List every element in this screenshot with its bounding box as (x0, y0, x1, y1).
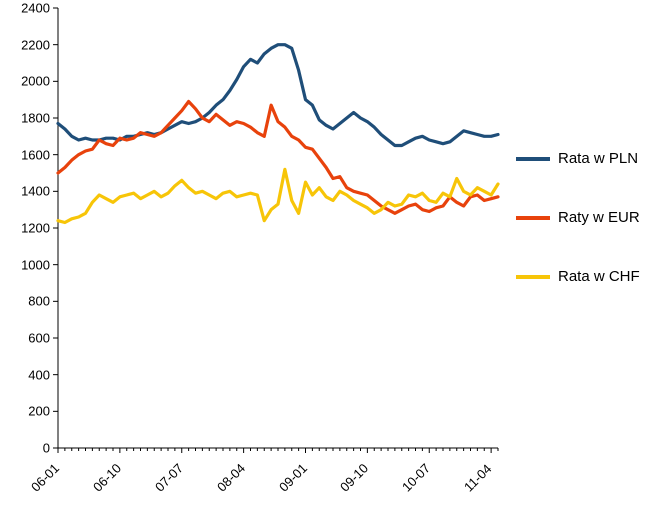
y-tick-label: 1800 (21, 111, 50, 126)
y-tick-label: 800 (28, 294, 50, 309)
x-tick-label: 11-04 (461, 461, 494, 494)
x-tick-label: 09-01 (276, 460, 310, 494)
y-tick-label: 400 (28, 367, 50, 382)
legend-swatch (516, 275, 550, 279)
y-tick-label: 1000 (21, 257, 50, 272)
y-tick-label: 2200 (21, 37, 50, 52)
x-tick-label: 06-10 (90, 460, 124, 494)
y-tick-label: 200 (28, 404, 50, 419)
legend-swatch (516, 216, 550, 220)
y-tick-label: 2400 (21, 1, 50, 16)
legend-label: Rata w PLN (558, 150, 638, 167)
x-tick-label: 10-07 (399, 460, 433, 494)
y-tick-label: 0 (43, 441, 50, 456)
plot-area (58, 8, 498, 448)
x-tick-label: 07-07 (152, 460, 186, 494)
y-tick-label: 2000 (21, 74, 50, 89)
x-tick-label: 06-01 (28, 460, 62, 494)
y-tick-label: 600 (28, 331, 50, 346)
legend-item: Raty w EUR (516, 209, 664, 226)
series-line (58, 45, 498, 146)
legend-label: Rata w CHF (558, 268, 640, 285)
legend-item: Rata w CHF (516, 268, 664, 285)
chart-container: 0 200 400 600 800 1000 1200 1400 1600 1800 2000 220… (0, 0, 664, 510)
x-tick-label: 09-10 (337, 460, 371, 494)
legend-item: Rata w PLN (516, 150, 664, 167)
y-tick-label: 1400 (21, 184, 50, 199)
y-axis-labels: 0200400600800100012001400160018002000220… (0, 8, 54, 448)
series-line (58, 169, 498, 222)
legend-swatch (516, 157, 550, 161)
x-axis-labels: 06-0106-1007-0708-0409-0109-1010-0711-04 (58, 448, 498, 502)
legend-label: Raty w EUR (558, 209, 640, 226)
legend: Rata w PLN Raty w EUR Rata w CHF (516, 150, 664, 327)
y-tick-label: 1600 (21, 147, 50, 162)
plot-svg (58, 8, 498, 448)
y-tick-label: 1200 (21, 221, 50, 236)
x-tick-label: 08-04 (214, 460, 248, 494)
